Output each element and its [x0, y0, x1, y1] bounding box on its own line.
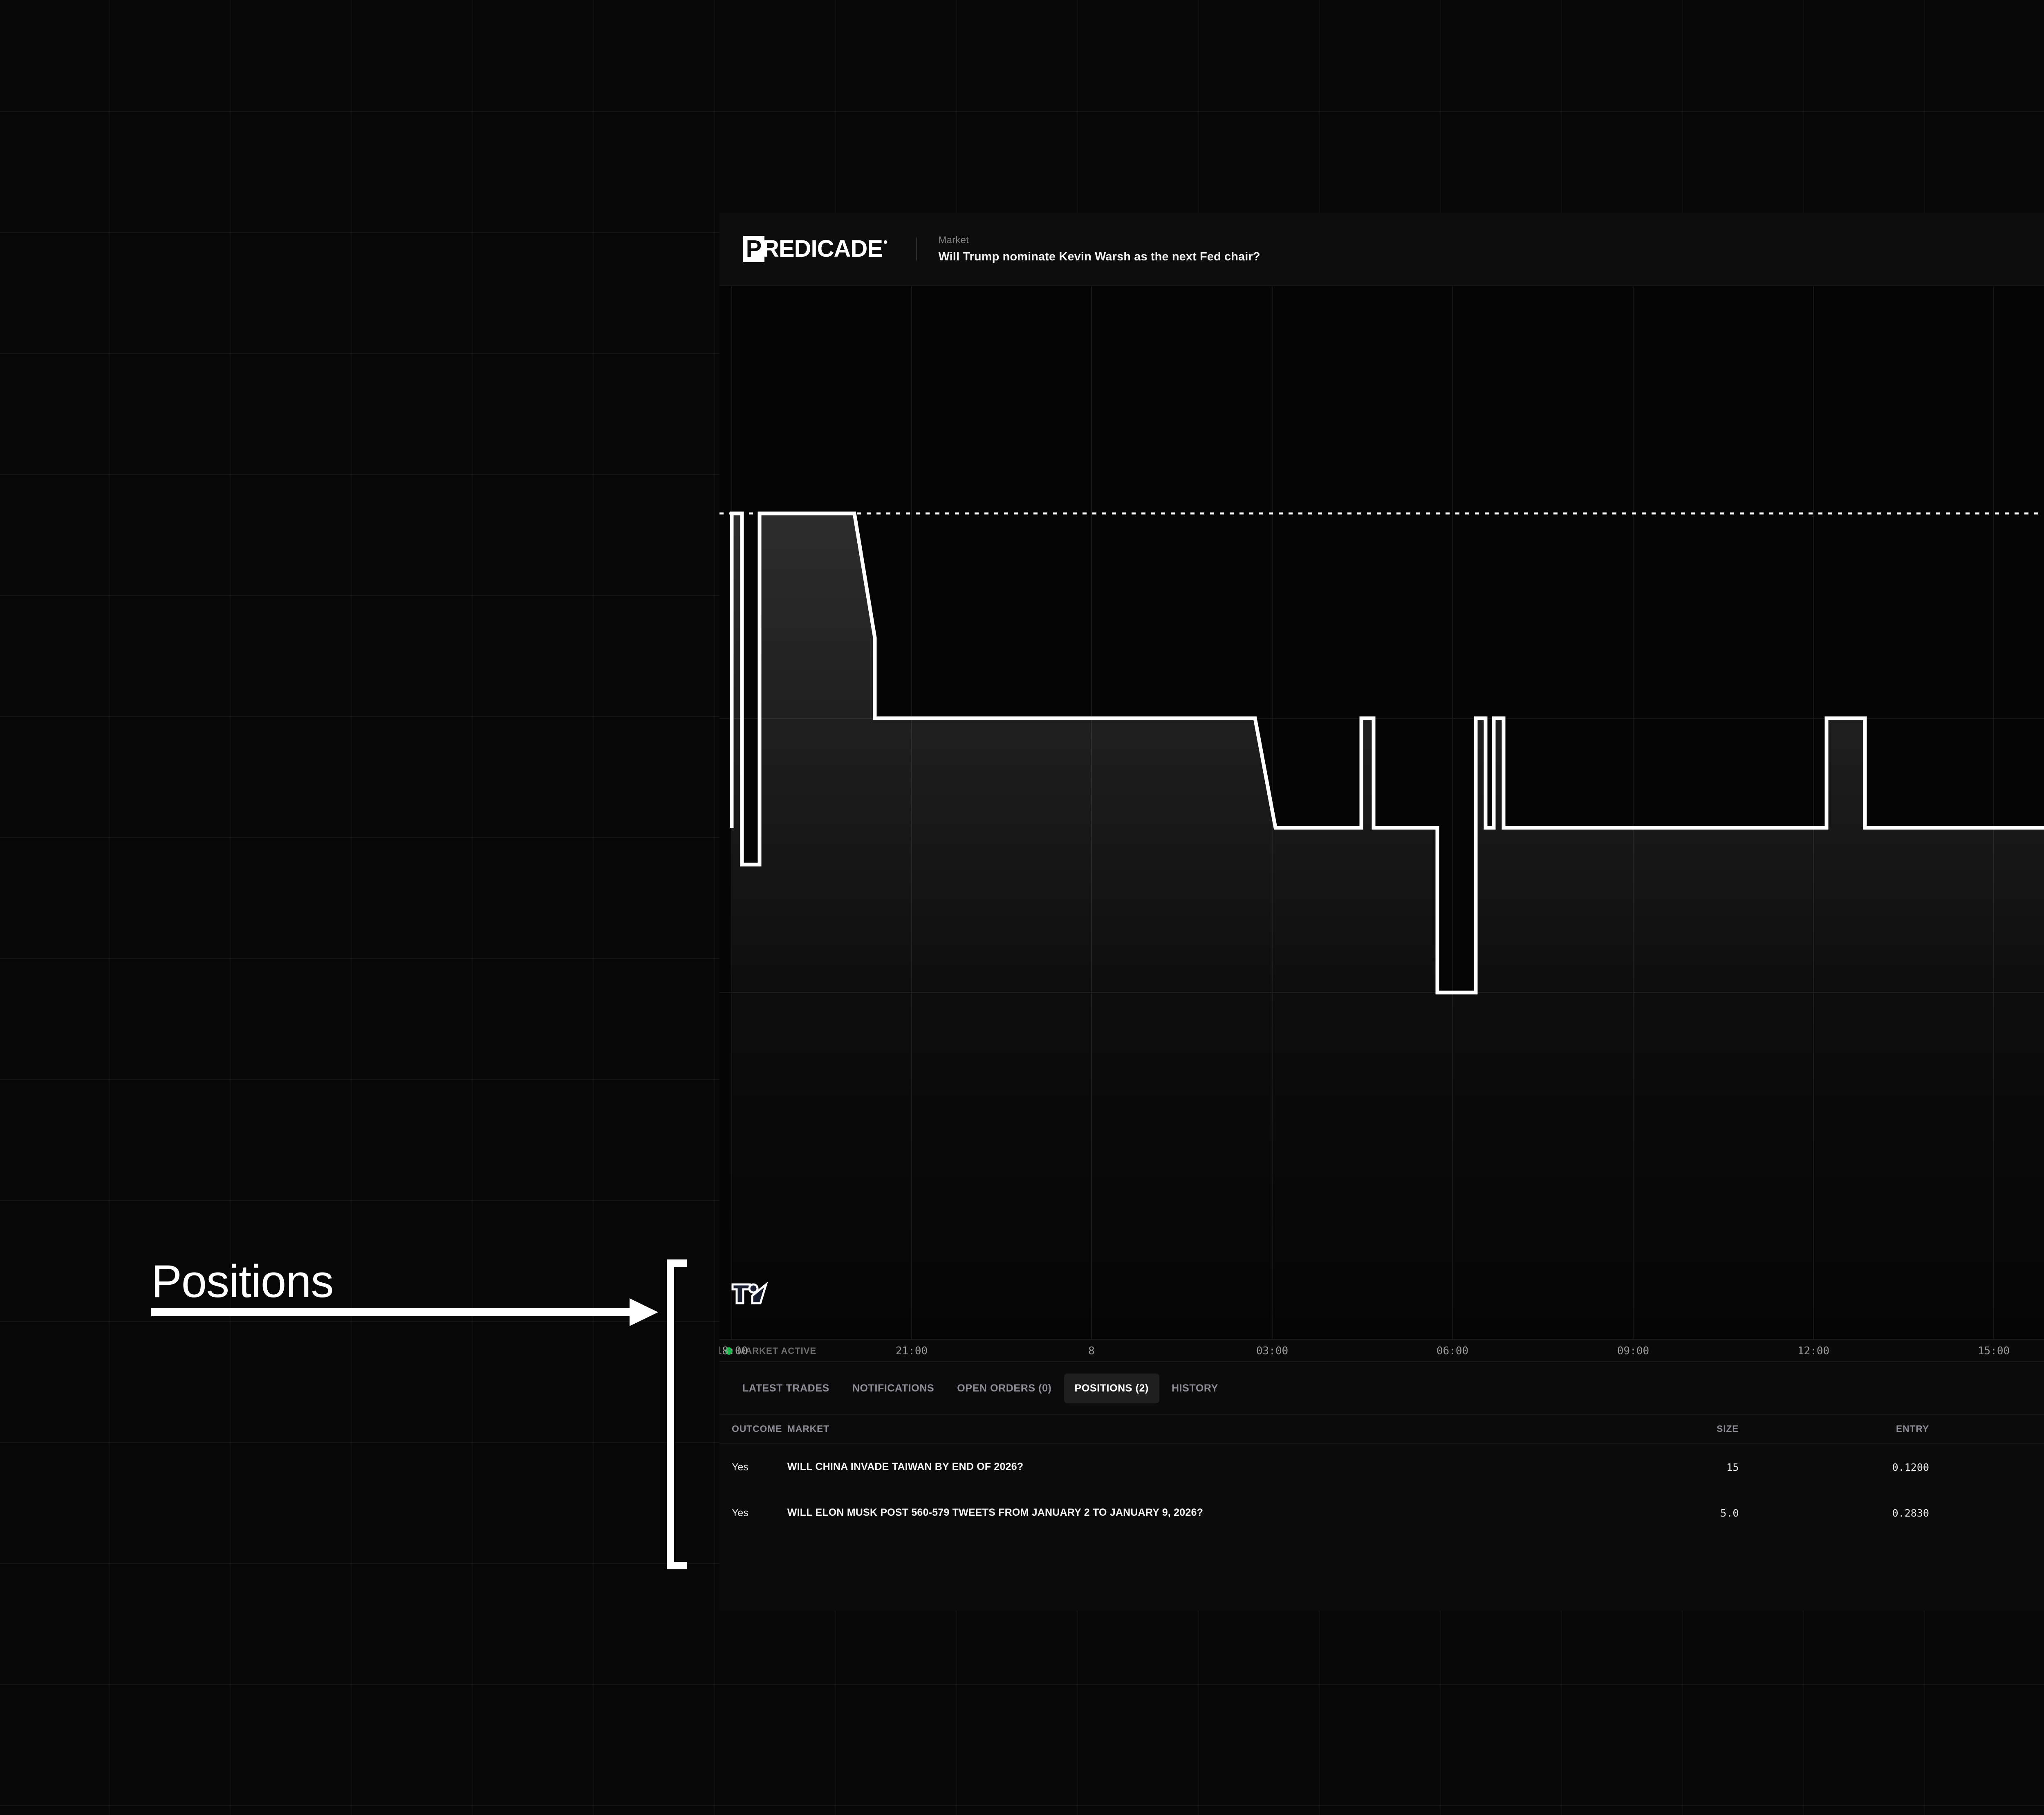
time-tick: 12:00: [1797, 1345, 1830, 1357]
time-tick: 21:00: [895, 1345, 928, 1357]
app-header: P REDICADE • Market Will Trump nominate …: [719, 213, 2044, 286]
time-tick: 06:00: [1436, 1345, 1469, 1357]
predicade-logo[interactable]: P REDICADE •: [743, 235, 888, 262]
app-window: P REDICADE • Market Will Trump nominate …: [719, 213, 2044, 1611]
time-tick: 15:00: [1977, 1345, 2010, 1357]
cell-market[interactable]: WILL ELON MUSK POST 560-579 TWEETS FROM …: [787, 1490, 1549, 1536]
cell-entry: 0.1200: [1892, 1461, 1929, 1473]
col-outcome[interactable]: OUTCOME: [719, 1415, 787, 1444]
tab-positions-2[interactable]: POSITIONS (2): [1064, 1373, 1159, 1403]
col-entry[interactable]: ENTRY: [1739, 1415, 1929, 1444]
col-size[interactable]: SIZE: [1548, 1415, 1739, 1444]
bottom-panel: LATEST TRADES NOTIFICATIONS OPEN ORDERS (0…: [719, 1361, 2044, 1611]
logo-dot-icon: •: [883, 235, 888, 249]
cell-market[interactable]: WILL CHINA INVADE TAIWAN BY END OF 2026?: [787, 1444, 1549, 1490]
market-status: MARKET ACTIVE: [725, 1346, 816, 1356]
time-tick: 8: [1088, 1345, 1095, 1357]
header-divider: [916, 238, 917, 260]
market-status-label: MARKET ACTIVE: [737, 1346, 817, 1356]
market-kicker: Market: [938, 234, 969, 246]
cell-entry: 0.2830: [1892, 1507, 1929, 1519]
tradingview-logo[interactable]: [731, 1280, 768, 1306]
col-invested[interactable]: INVESTED: [1929, 1415, 2044, 1444]
positions-header-row: OUTCOME MARKET SIZE ENTRY INVESTED MARK …: [719, 1415, 2044, 1444]
chart-canvas: [719, 286, 2044, 1339]
status-dot-icon: [725, 1347, 733, 1355]
cell-size: 5.0: [1720, 1507, 1739, 1519]
logo-badge-letter: P: [743, 236, 764, 262]
positions-table: OUTCOME MARKET SIZE ENTRY INVESTED MARK …: [719, 1415, 2044, 1536]
bottom-tabbar[interactable]: LATEST TRADES NOTIFICATIONS OPEN ORDERS (0…: [719, 1362, 2044, 1415]
cell-invested: $1.40: [1929, 1490, 2044, 1536]
chart-line: [730, 511, 2044, 995]
col-market[interactable]: MARKET: [787, 1415, 1549, 1444]
time-tick: 03:00: [1256, 1345, 1289, 1357]
main-split: 0.4000 0.3900 0.3800 MARKET ACTIVE 18:00…: [719, 286, 2044, 1361]
market-name: WILL ELON MUSK POST 560-579 TWEETS FROM …: [787, 1507, 1204, 1519]
market-name: WILL CHINA INVADE TAIWAN BY END OF 2026?: [787, 1461, 1024, 1473]
chart-area-fill: [732, 513, 2044, 1339]
tab-open-orders-0[interactable]: OPEN ORDERS (0): [957, 1382, 1052, 1394]
market-title: Will Trump nominate Kevin Warsh as the n…: [938, 250, 1260, 263]
time-tick: 18:00: [719, 1345, 748, 1357]
cell-outcome: Yes: [732, 1507, 749, 1519]
time-tick: 09:00: [1617, 1345, 1650, 1357]
time-axis[interactable]: MARKET ACTIVE 18:00 21:00 8 03:00 06:00 …: [719, 1339, 2044, 1361]
market-meta: Market Will Trump nominate Kevin Warsh a…: [938, 235, 1260, 264]
chart-plot-area[interactable]: [719, 286, 2044, 1339]
tab-history[interactable]: HISTORY: [1171, 1382, 1218, 1394]
cell-size: 15: [1726, 1461, 1739, 1473]
cell-invested: $1: [1929, 1444, 2044, 1490]
cell-outcome: Yes: [732, 1461, 749, 1473]
tab-latest-trades[interactable]: LATEST TRADES: [742, 1382, 829, 1394]
price-chart[interactable]: 0.4000 0.3900 0.3800 MARKET ACTIVE 18:00…: [719, 286, 2044, 1361]
logo-wordmark: REDICADE: [762, 235, 883, 262]
table-row[interactable]: Yes WILL CHINA INVADE TAIWAN BY END OF 20…: [719, 1444, 2044, 1490]
tab-notifications[interactable]: NOTIFICATIONS: [852, 1382, 935, 1394]
table-row[interactable]: Yes WILL ELON MUSK POST 560-579 TWEETS FR…: [719, 1490, 2044, 1536]
